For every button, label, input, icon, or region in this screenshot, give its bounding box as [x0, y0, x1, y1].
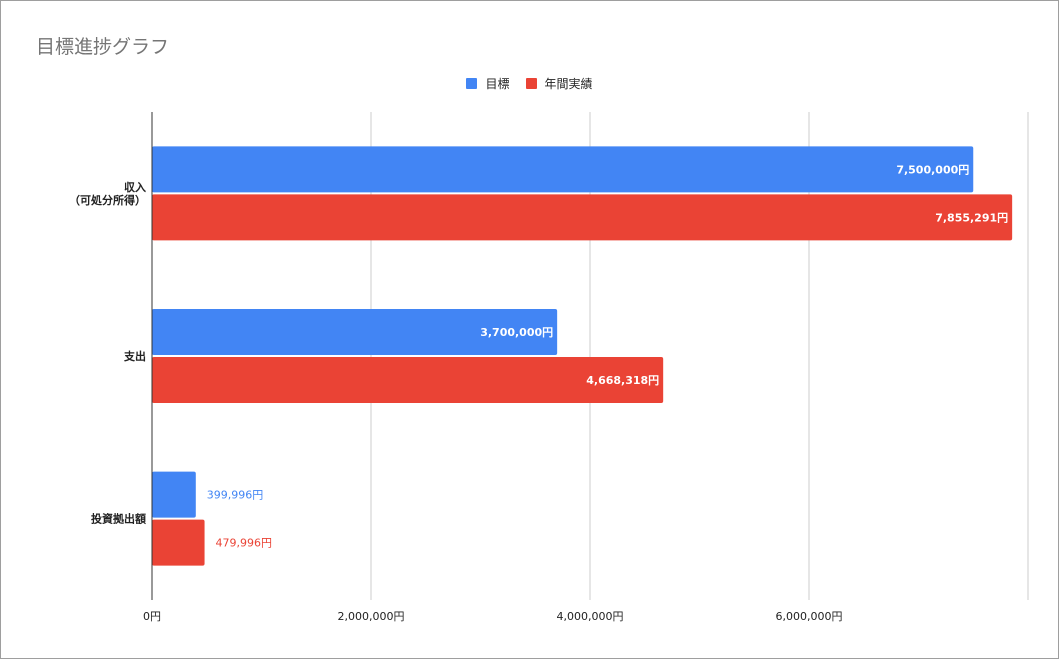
legend-swatch-actual [525, 77, 537, 89]
data-label: 3,700,000円 [480, 326, 553, 339]
x-tick-label: 0円 [143, 610, 161, 623]
category-label: 投資拠出額 [91, 512, 146, 526]
data-label: 479,996円 [216, 537, 273, 550]
category-label: 収入 [124, 181, 146, 194]
x-tick-label: 2,000,000円 [338, 610, 405, 623]
chart-title: 目標進捗グラフ [36, 36, 170, 58]
legend-item-target: 目標 [466, 75, 510, 92]
x-tick-label: 6,000,000円 [776, 610, 843, 623]
legend-label-actual: 年間実績 [544, 76, 593, 91]
bar [152, 146, 974, 193]
x-tick-label: 4,000,000円 [557, 610, 624, 623]
bar [152, 357, 664, 403]
bar [152, 519, 205, 566]
data-label: 4,668,318円 [586, 374, 659, 387]
bar [152, 471, 196, 518]
bar [152, 309, 558, 355]
data-label: 7,500,000円 [896, 163, 969, 176]
legend-item-actual: 年間実績 [525, 75, 593, 92]
chart-legend: 目標 年間実績 [0, 75, 1059, 91]
legend-swatch-target [466, 77, 478, 89]
category-label: 支出 [123, 349, 146, 363]
data-label: 399,996円 [207, 489, 264, 502]
category-label: （可処分所得） [69, 193, 146, 207]
bar [152, 194, 1013, 241]
legend-label-target: 目標 [485, 76, 510, 91]
data-label: 7,855,291円 [935, 211, 1008, 224]
